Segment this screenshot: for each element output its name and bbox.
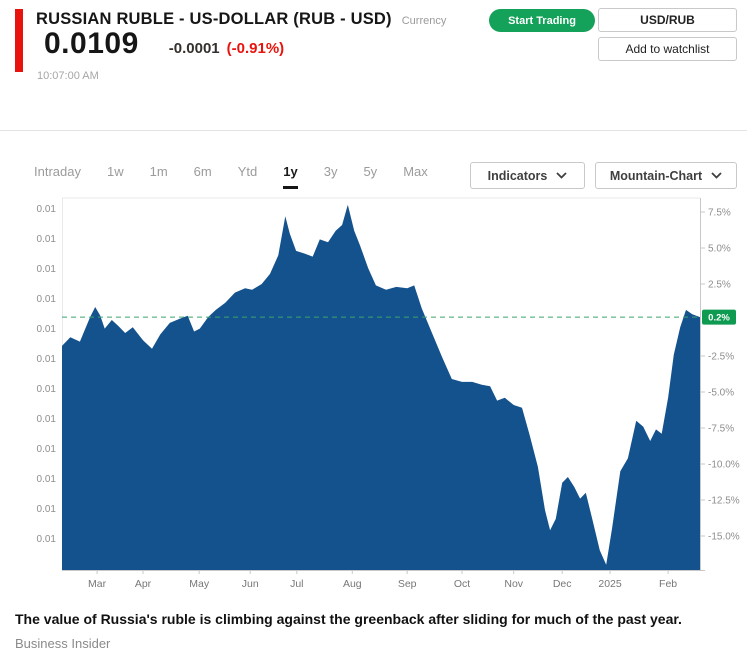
y-axis-label-right: -10.0% bbox=[708, 460, 740, 471]
brand-accent-bar bbox=[15, 9, 23, 72]
range-tab-5y[interactable]: 5y bbox=[363, 164, 378, 179]
price-area-series bbox=[62, 204, 700, 571]
add-to-watchlist-button[interactable]: Add to watchlist bbox=[598, 37, 737, 61]
x-axis-label: Feb bbox=[659, 578, 677, 590]
chart-type-label: Mountain-Chart bbox=[609, 168, 703, 183]
y-axis-label-left: 0.01 bbox=[37, 354, 57, 365]
y-axis-label-left: 0.01 bbox=[37, 414, 57, 425]
y-axis-label-right: -12.5% bbox=[708, 496, 740, 507]
indicators-dropdown[interactable]: Indicators bbox=[470, 162, 585, 189]
range-tab-1y[interactable]: 1y bbox=[283, 164, 298, 189]
x-axis-label: Sep bbox=[398, 578, 417, 590]
instrument-type-label: Currency bbox=[401, 15, 447, 27]
pair-switch-button[interactable]: USD/RUB bbox=[598, 8, 737, 32]
header-divider bbox=[0, 130, 747, 131]
y-axis-label-left: 0.01 bbox=[37, 204, 57, 215]
y-axis-label-right: 7.5% bbox=[708, 208, 731, 219]
y-axis-label-right: 5.0% bbox=[708, 244, 731, 255]
x-axis-label: Aug bbox=[343, 578, 362, 590]
price-row: 0.0109 -0.0001 (-0.91%) bbox=[44, 27, 284, 61]
y-axis-label-right: -15.0% bbox=[708, 532, 740, 543]
y-axis-label-left: 0.01 bbox=[37, 474, 57, 485]
range-tab-1w[interactable]: 1w bbox=[106, 164, 124, 179]
current-price: 0.0109 bbox=[44, 27, 139, 60]
current-value-badge-label: 0.2% bbox=[708, 313, 730, 324]
y-axis-label-left: 0.01 bbox=[37, 504, 57, 515]
y-axis-label-left: 0.01 bbox=[37, 264, 57, 275]
x-axis-label: May bbox=[189, 578, 210, 590]
price-change: -0.0001 (-0.91%) bbox=[169, 40, 284, 58]
title-row: RUSSIAN RUBLE - US-DOLLAR (RUB - USD) Cu… bbox=[36, 10, 446, 29]
y-axis-label-right: -5.0% bbox=[708, 388, 734, 399]
indicators-label: Indicators bbox=[487, 168, 548, 183]
range-tab-1m[interactable]: 1m bbox=[149, 164, 168, 179]
chart-type-dropdown[interactable]: Mountain-Chart bbox=[595, 162, 737, 189]
range-tab-max[interactable]: Max bbox=[403, 164, 428, 179]
x-axis-label: Dec bbox=[553, 578, 572, 590]
x-axis-label: Jul bbox=[290, 578, 303, 590]
y-axis-label-left: 0.01 bbox=[37, 294, 57, 305]
price-change-absolute: -0.0001 bbox=[168, 40, 220, 57]
range-tab-ytd[interactable]: Ytd bbox=[237, 164, 258, 179]
price-chart[interactable]: 7.5% 5.0% 2.5% -2.5% -5.0% -7.5% -10.0% -12.5% -… bbox=[0, 190, 747, 598]
range-tab-intraday[interactable]: Intraday bbox=[34, 164, 81, 179]
y-axis-label-left: 0.01 bbox=[37, 534, 57, 545]
range-tab-3y[interactable]: 3y bbox=[323, 164, 338, 179]
price-change-percent: (-0.91%) bbox=[226, 40, 285, 57]
x-axis-label: Jun bbox=[242, 578, 259, 590]
y-axis-label-right: 2.5% bbox=[708, 280, 731, 291]
caption-text: The value of Russia's ruble is climbing … bbox=[15, 611, 682, 627]
y-axis-label-right: -2.5% bbox=[708, 352, 734, 363]
range-tabs: Intraday 1w 1m 6m Ytd 1y 3y 5y Max bbox=[34, 164, 428, 189]
range-tab-6m[interactable]: 6m bbox=[193, 164, 212, 179]
chevron-down-icon bbox=[556, 172, 568, 179]
page-title: RUSSIAN RUBLE - US-DOLLAR (RUB - USD) bbox=[36, 10, 392, 28]
x-axis-label: Oct bbox=[454, 578, 470, 590]
quote-timestamp: 10:07:00 AM bbox=[37, 70, 99, 82]
x-axis-label: Nov bbox=[504, 578, 523, 590]
y-axis-label-left: 0.01 bbox=[37, 384, 57, 395]
caption-source: Business Insider bbox=[15, 636, 111, 651]
y-axis-label-right: -7.5% bbox=[708, 424, 734, 435]
x-axis-label: Mar bbox=[88, 578, 107, 590]
start-trading-button[interactable]: Start Trading bbox=[489, 9, 595, 32]
chevron-down-icon bbox=[711, 172, 722, 179]
y-axis-label-left: 0.01 bbox=[37, 324, 57, 335]
x-axis-label: 2025 bbox=[598, 578, 622, 590]
y-axis-label-left: 0.01 bbox=[37, 444, 57, 455]
price-chart-svg: 7.5% 5.0% 2.5% -2.5% -5.0% -7.5% -10.0% -12.5% -… bbox=[37, 197, 740, 590]
x-axis-label: Apr bbox=[135, 578, 152, 590]
y-axis-label-left: 0.01 bbox=[37, 234, 57, 245]
current-value-badge bbox=[702, 309, 736, 325]
